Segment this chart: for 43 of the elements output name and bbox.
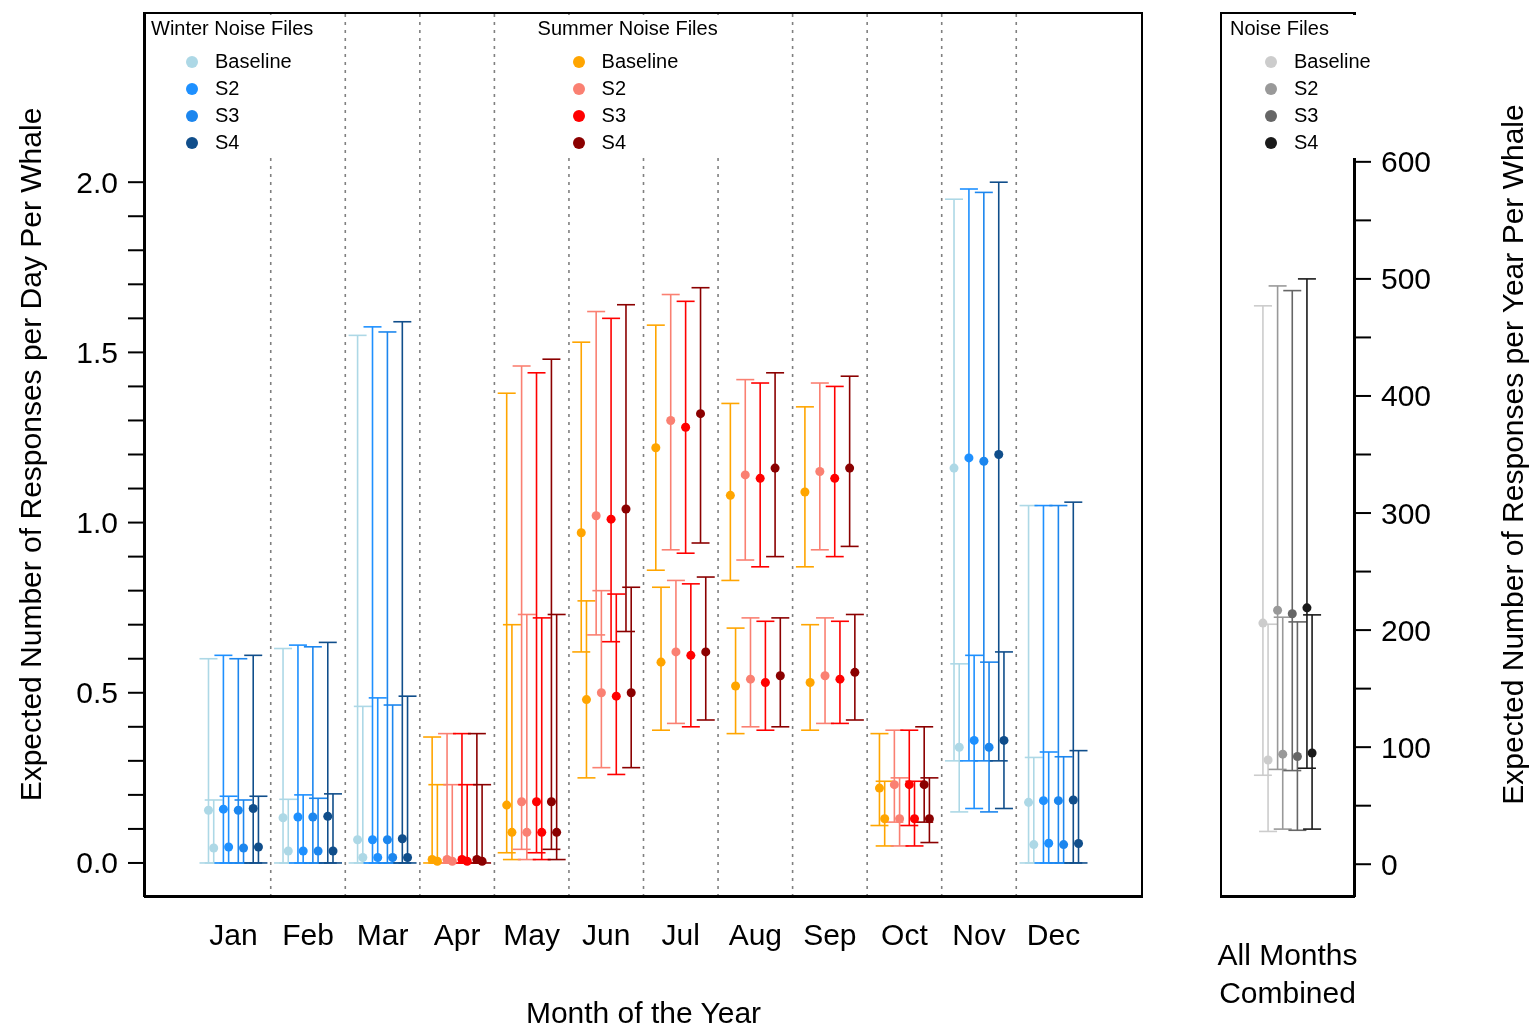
x-tick-label: Feb (282, 918, 334, 951)
x-tick-label: Apr (433, 918, 481, 951)
x-tick-label: Jan (209, 918, 258, 951)
y-tick-label: 500 (1381, 262, 1432, 296)
y-tick-label: 600 (1381, 145, 1432, 179)
x-tick-label: Jun (582, 918, 631, 951)
legend-label: S2 (215, 77, 240, 100)
y-tick-label: 100 (1381, 730, 1432, 764)
x-tick-label: Aug (728, 918, 783, 951)
x-tick-label: Nov (952, 918, 1006, 951)
x-tick-label: Oct (881, 918, 929, 951)
legend-label: S4 (215, 131, 240, 154)
x-axis-title: Month of the Year (525, 996, 762, 1027)
y-tick-label: 0 (1381, 847, 1398, 881)
y-tick-label: 300 (1381, 496, 1432, 530)
annotation: Summer Noise Files (537, 17, 718, 40)
y-axis-title: Expected Number of Responses per Day Per Whale (13, 107, 47, 802)
y-tick-label: 1.5 (76, 335, 118, 369)
x-tick-label: May (503, 918, 561, 951)
y-tick-label: 200 (1381, 613, 1432, 647)
y-tick-label: 0.0 (76, 846, 118, 880)
y-tick-label: 2.0 (76, 165, 118, 199)
x-tick-label: All Months Combined (1217, 938, 1358, 1009)
legend-label: S3 (1294, 104, 1319, 127)
y-tick-label: 400 (1381, 379, 1432, 413)
y-tick-label: 1.0 (76, 506, 118, 540)
legend-label: Baseline (215, 50, 292, 73)
y-tick-label: 0.5 (76, 676, 118, 710)
legend-label: S2 (1294, 77, 1319, 100)
x-tick-label: Sep (803, 918, 857, 951)
legend-label: S4 (601, 131, 627, 154)
x-tick-label: Jul (661, 918, 700, 951)
x-tick-label: Dec (1026, 918, 1081, 951)
legend-label: S3 (601, 104, 627, 127)
legend-label: S2 (601, 77, 627, 100)
x-tick-label: Mar (356, 918, 409, 951)
legend-label: Baseline (1294, 50, 1371, 73)
legend-title: Noise Files (1230, 17, 1330, 40)
legend-label: Baseline (601, 50, 679, 73)
legend-label: S4 (1294, 131, 1319, 154)
legend-label: S3 (215, 104, 240, 127)
legend-title: Winter Noise Files (151, 17, 314, 40)
y-axis-title: Expected Number of Responses per Year Per Whale (1495, 104, 1529, 805)
